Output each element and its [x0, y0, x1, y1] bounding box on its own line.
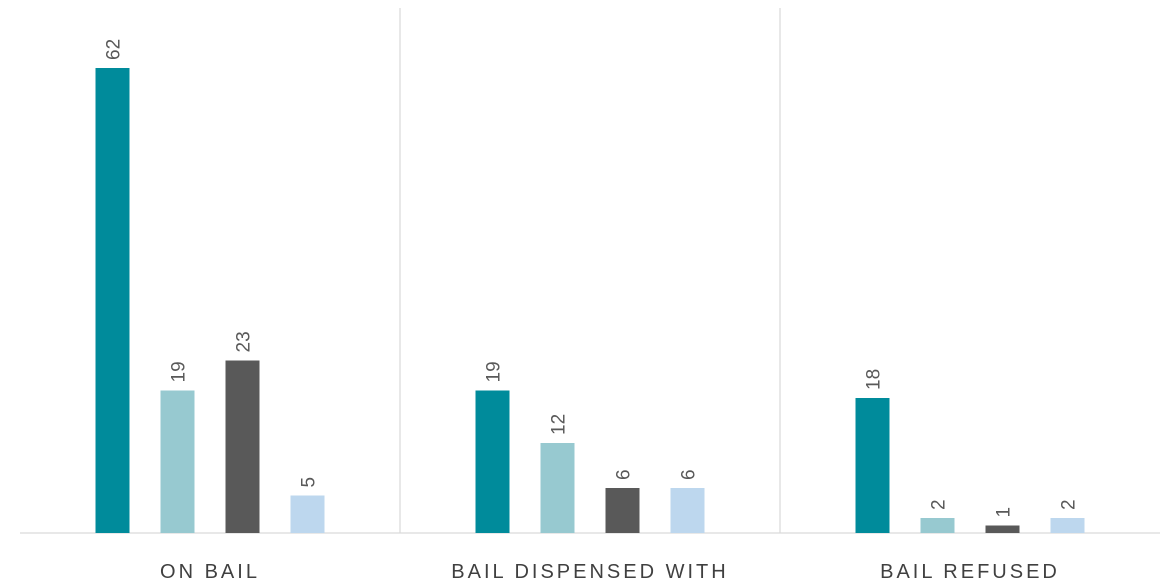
bar [95, 68, 130, 533]
bar [605, 488, 640, 533]
bar [160, 390, 195, 533]
bar [290, 495, 325, 533]
category-labels: ON BAIL BAIL DISPENSED WITH BAIL REFUSED [160, 561, 1060, 583]
category-label: BAIL REFUSED [880, 561, 1060, 583]
bar [540, 443, 575, 533]
data-label: 1 [994, 507, 1015, 518]
bars [95, 68, 1085, 533]
data-label: 62 [104, 39, 125, 60]
bar [920, 518, 955, 533]
bar [985, 525, 1020, 533]
data-label: 5 [299, 477, 320, 488]
data-label: 6 [614, 469, 635, 480]
data-label: 6 [679, 469, 700, 480]
category-label: BAIL DISPENSED WITH [451, 561, 728, 583]
bar [1050, 518, 1085, 533]
category-label: ON BAIL [160, 561, 260, 583]
bar [225, 360, 260, 533]
bar [670, 488, 705, 533]
plot-frame [20, 8, 1160, 534]
data-label: 19 [169, 361, 190, 382]
data-label: 19 [484, 361, 505, 382]
data-label: 23 [234, 331, 255, 352]
bar [855, 398, 890, 533]
data-label: 2 [929, 499, 950, 510]
data-label: 12 [549, 414, 570, 435]
data-label: 2 [1059, 499, 1080, 510]
bar [475, 390, 510, 533]
data-label: 18 [864, 369, 885, 390]
